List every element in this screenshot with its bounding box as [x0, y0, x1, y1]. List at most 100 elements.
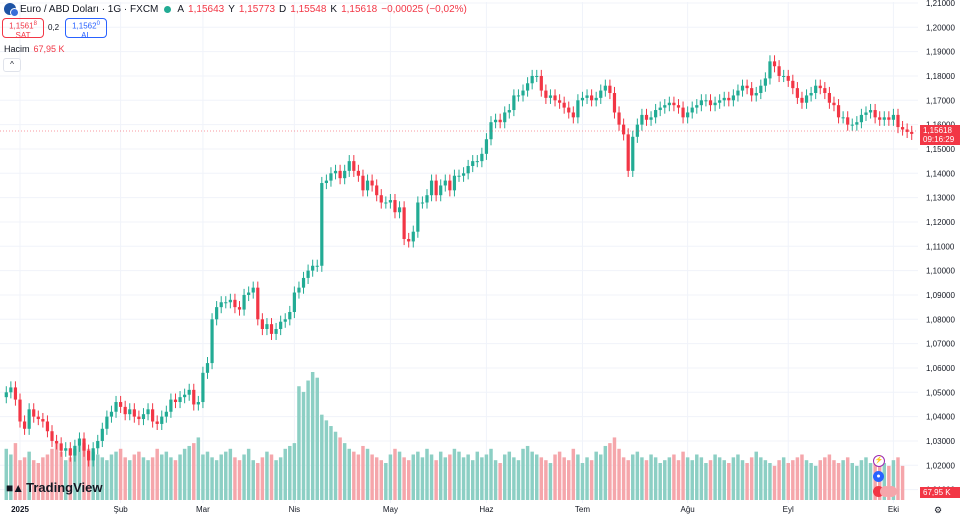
candle-body	[686, 112, 690, 118]
y-tick-label: 1,19000	[926, 48, 955, 57]
candle-body	[873, 110, 877, 118]
close-label: K	[330, 3, 338, 15]
candle-body	[658, 107, 662, 111]
volume-bar	[452, 448, 457, 500]
candle-body	[439, 185, 443, 196]
gear-icon[interactable]: ⚙	[934, 505, 943, 515]
volume-bar	[352, 451, 356, 500]
volume-bar	[292, 443, 297, 500]
candle-body	[306, 270, 310, 278]
candle-body	[429, 180, 434, 196]
candle-body	[718, 100, 722, 103]
volume-bar	[525, 445, 530, 500]
candle-body	[201, 372, 205, 403]
candle-body	[750, 88, 754, 96]
volume-bar	[699, 457, 704, 500]
volume-bar	[265, 451, 269, 500]
volume-bar	[228, 448, 233, 500]
volume-bar	[713, 454, 717, 500]
volume-bar	[717, 457, 722, 500]
buy-label: AL	[81, 30, 91, 40]
us-flag-icon[interactable]	[873, 486, 884, 497]
candle-body	[50, 431, 54, 441]
volume-bar	[781, 457, 786, 500]
volume-bar	[900, 465, 905, 500]
candle-body	[384, 202, 388, 204]
candle-body	[274, 329, 278, 334]
volume-bar	[553, 454, 557, 500]
candle-body	[814, 85, 818, 94]
volume-bar	[772, 465, 777, 500]
candle-body	[233, 299, 237, 308]
candle-body	[772, 61, 777, 67]
volume-bar	[173, 460, 178, 500]
volume-bar	[827, 454, 832, 500]
symbol-title[interactable]: Euro / ABD Doları · 1G · FXCM	[20, 3, 159, 15]
volume-bar	[86, 448, 91, 500]
volume-bar	[22, 457, 27, 500]
volume-bar	[164, 451, 169, 500]
volume-bar	[393, 448, 397, 500]
candle-body	[727, 97, 731, 101]
candle-body	[160, 416, 164, 424]
lightning-icon[interactable]: ⚡	[873, 455, 885, 467]
y-tick-label: 1,05000	[926, 388, 955, 397]
candle-body	[210, 319, 214, 364]
candle-body	[731, 95, 735, 101]
candle-body	[530, 75, 534, 84]
volume-bar	[603, 445, 608, 500]
volume-bar	[754, 451, 758, 500]
candle-body	[846, 117, 850, 125]
volume-bar	[484, 454, 489, 500]
candle-body	[480, 153, 484, 162]
buy-price-sup: 0	[96, 21, 100, 27]
volume-bar	[845, 457, 850, 500]
volume-bar	[374, 457, 379, 500]
volume-bar	[233, 457, 237, 500]
volume-bar	[242, 454, 246, 500]
us-flag-icon-stack-2[interactable]	[886, 486, 897, 497]
volume-bar	[539, 457, 544, 500]
candle-body	[521, 90, 525, 96]
candle-body	[260, 319, 264, 330]
candle-body	[667, 102, 671, 106]
candle-body	[654, 110, 658, 118]
candle-body	[36, 416, 40, 420]
volume-bar	[512, 457, 516, 500]
tradingview-logo[interactable]: ■▲ TradingView	[6, 480, 102, 495]
us-flag-icon-stack[interactable]	[880, 486, 891, 497]
volume-bar	[370, 454, 374, 500]
volume-bar	[763, 460, 768, 500]
x-tick-label: Ağu	[681, 505, 695, 514]
volume-bar	[182, 448, 187, 500]
buy-button[interactable]: 1,15620 AL	[65, 18, 107, 40]
chevron-up-icon[interactable]: ^	[3, 58, 21, 72]
x-tick-label: Şub	[113, 505, 128, 514]
candle-body	[489, 122, 493, 140]
candle-body	[393, 200, 397, 213]
volume-bar	[18, 460, 22, 500]
volume-legend[interactable]: Hacim 67,95 K	[4, 44, 65, 54]
volume-bar	[256, 463, 260, 500]
sell-button[interactable]: 1,15618 SAT	[2, 18, 44, 40]
candle-body	[612, 93, 617, 113]
candle-body	[407, 238, 411, 242]
event-icon[interactable]: ●	[873, 471, 884, 482]
volume-bar	[388, 454, 393, 500]
volume-bar	[676, 460, 681, 500]
volume-bar	[649, 454, 653, 500]
candle-body	[215, 307, 219, 320]
candle-body	[420, 202, 425, 204]
symbol-header[interactable]: Euro / ABD Doları · 1G · FXCM A 1,15643 Y…	[4, 2, 467, 17]
candle-body	[132, 409, 136, 417]
volume-bar	[841, 460, 845, 500]
candle-body	[178, 397, 182, 403]
volume-bar	[123, 457, 127, 500]
bar-countdown: 09:16:29	[923, 135, 955, 144]
y-tick-label: 1,08000	[926, 315, 955, 324]
volume-bar	[804, 460, 809, 500]
candle-body	[475, 161, 479, 163]
candle-body	[562, 102, 566, 108]
